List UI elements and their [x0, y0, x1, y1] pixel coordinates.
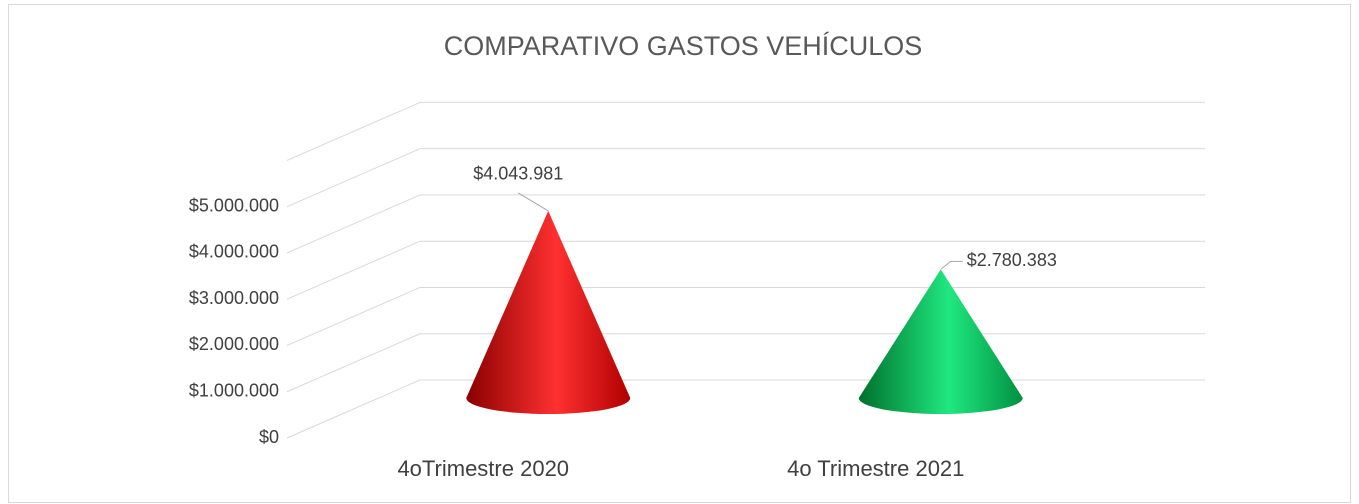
chart-border	[8, 4, 1351, 503]
chart-title: COMPARATIVO GASTOS VEHÍCULOS	[444, 31, 923, 61]
grid-line-side	[286, 333, 421, 393]
y-tick-label: $4.000.000	[189, 242, 279, 262]
grid-line-side	[286, 194, 421, 254]
leader-line	[517, 192, 549, 212]
grid-line-side	[286, 148, 421, 208]
x-tick-label: 4o Trimestre 2021	[787, 456, 964, 481]
grid-line-side	[286, 287, 421, 346]
grid-line-side	[286, 379, 421, 439]
data-label: $4.043.981	[473, 164, 563, 184]
y-tick-label: $0	[259, 427, 279, 447]
x-tick-label: 4oTrimestre 2020	[397, 456, 569, 481]
cone	[466, 210, 631, 414]
y-tick-label: $1.000.000	[189, 380, 279, 400]
leader-line	[940, 260, 963, 270]
wall-edge	[286, 101, 421, 161]
y-tick-label: $5.000.000	[189, 195, 279, 215]
y-tick-label: $2.000.000	[189, 334, 279, 354]
cone	[858, 269, 1023, 414]
data-label: $2.780.383	[967, 250, 1057, 270]
grid-line-side	[286, 240, 421, 300]
y-tick-label: $3.000.000	[189, 288, 279, 308]
